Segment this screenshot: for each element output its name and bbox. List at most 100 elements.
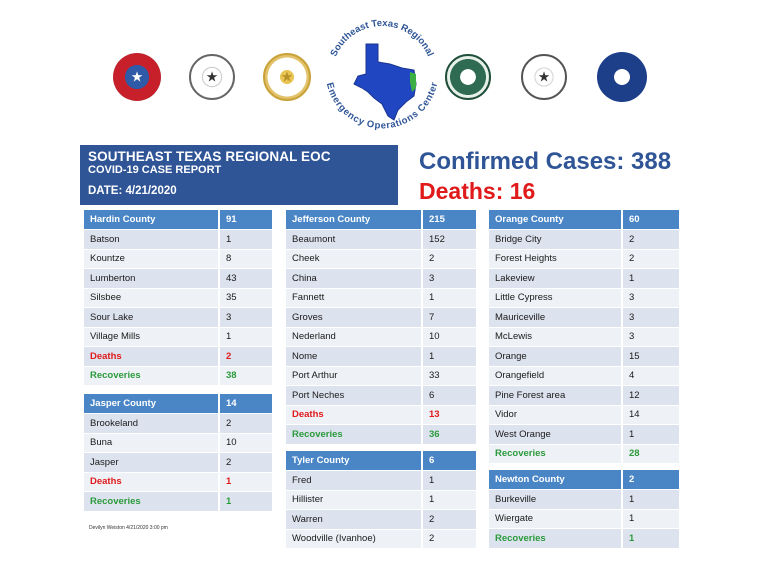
city-count: 2 (218, 413, 272, 434)
city-name: Wiergate (489, 509, 622, 529)
city-name: Brookeland (84, 413, 219, 434)
county-total: 60 (621, 210, 679, 230)
county-total: 2 (621, 470, 679, 490)
city-name: Burkeville (489, 489, 622, 510)
newton-county-table: Newton County 2 Burkeville 1 Wiergate 1 Rec… (489, 470, 679, 549)
county-name: Orange County (489, 210, 622, 230)
report-title: SOUTHEAST TEXAS REGIONAL EOC (88, 149, 331, 164)
deaths-count: 1 (218, 472, 272, 492)
deaths-label: Deaths (84, 346, 219, 367)
city-name: McLewis (489, 327, 622, 347)
region-highlight (410, 72, 416, 92)
svg-text:Southeast Texas Regional: Southeast Texas Regional (328, 18, 435, 58)
city-name: Nederland (286, 327, 422, 347)
city-count: 2 (421, 529, 476, 549)
city-name: Vidor (489, 405, 622, 425)
jefferson-county-table: Jefferson County 215 Beaumont 152 Cheek 2 C… (286, 210, 476, 445)
city-count: 1 (621, 268, 679, 289)
confirmed-cases: Confirmed Cases: 388 (419, 148, 672, 175)
recoveries-label: Recoveries (489, 528, 622, 549)
city-count: 1 (218, 229, 272, 250)
recoveries-label: Recoveries (489, 444, 622, 464)
hardin-county-table: Hardin County 91 Batson 1 Kountze 8 Lumbert… (84, 210, 272, 386)
signature-note: Devilyn Weiston 4/21/2020 3:00 pm (89, 525, 168, 531)
city-count: 1 (621, 489, 679, 510)
city-count: 12 (621, 385, 679, 406)
county-seal-6: ★ (597, 52, 647, 102)
city-count: 1 (421, 470, 476, 491)
city-name: Bridge City (489, 229, 622, 250)
city-count: 3 (621, 327, 679, 347)
city-name: Groves (286, 307, 422, 328)
city-name: Village Mills (84, 327, 219, 347)
city-name: Warren (286, 509, 422, 530)
city-name: Orangefield (489, 366, 622, 386)
recoveries-count: 38 (218, 366, 272, 386)
city-name: Forest Heights (489, 249, 622, 269)
city-name: Kountze (84, 249, 219, 269)
recoveries-label: Recoveries (286, 424, 422, 445)
city-name: Sour Lake (84, 307, 219, 328)
city-count: 1 (421, 490, 476, 510)
city-count: 2 (621, 249, 679, 269)
city-count: 2 (421, 249, 476, 269)
city-count: 35 (218, 288, 272, 308)
report-date: DATE: 4/21/2020 (88, 185, 177, 197)
city-count: 15 (621, 346, 679, 367)
city-name: Nome (286, 346, 422, 367)
deaths-label: Deaths (84, 472, 219, 492)
county-name: Jasper County (84, 394, 219, 414)
city-name: Woodville (Ivanhoe) (286, 529, 422, 549)
city-count: 2 (218, 452, 272, 473)
city-name: Lumberton (84, 268, 219, 289)
city-name: Silsbee (84, 288, 219, 308)
city-count: 14 (621, 405, 679, 425)
city-count: 1 (621, 509, 679, 529)
report-subtitle: COVID-19 CASE REPORT (88, 164, 222, 176)
city-name: Jasper (84, 452, 219, 473)
city-name: Batson (84, 229, 219, 250)
city-count: 1 (621, 424, 679, 445)
city-name: Mauriceville (489, 307, 622, 328)
city-name: China (286, 268, 422, 289)
orange-county-table: Orange County 60 Bridge City 2 Forest Heig… (489, 210, 679, 464)
city-count: 1 (421, 346, 476, 367)
city-count: 1 (421, 288, 476, 308)
recoveries-label: Recoveries (84, 366, 219, 386)
county-total: 215 (421, 210, 476, 230)
report-header: SOUTHEAST TEXAS REGIONAL EOC COVID-19 CA… (80, 145, 398, 205)
city-name: Buna (84, 433, 219, 453)
texas-map-icon (353, 43, 417, 121)
county-name: Hardin County (84, 210, 219, 230)
county-seal-1: ★ (113, 53, 161, 101)
city-count: 3 (218, 307, 272, 328)
city-count: 43 (218, 268, 272, 289)
city-count: 33 (421, 366, 476, 386)
total-deaths: Deaths: 16 (419, 178, 536, 204)
county-name: Newton County (489, 470, 622, 490)
county-total: 6 (421, 451, 476, 471)
city-count: 7 (421, 307, 476, 328)
county-total: 14 (218, 394, 272, 414)
tyler-county-table: Tyler County 6 Fred 1 Hillister 1 Warren 2 W… (286, 451, 476, 549)
county-name: Tyler County (286, 451, 422, 471)
city-name: Port Neches (286, 385, 422, 406)
regional-eoc-logo: Southeast Texas Regional Emergency Opera… (324, 18, 440, 132)
county-total: 91 (218, 210, 272, 230)
deaths-count: 2 (218, 346, 272, 367)
city-count: 6 (421, 385, 476, 406)
recoveries-count: 36 (421, 424, 476, 445)
city-name: Orange (489, 346, 622, 367)
recoveries-count: 28 (621, 444, 679, 464)
county-seal-4: ★ (445, 54, 491, 100)
deaths-count: 13 (421, 405, 476, 425)
city-name: Hillister (286, 490, 422, 510)
deaths-label: Deaths (286, 405, 422, 425)
city-count: 8 (218, 249, 272, 269)
city-count: 10 (218, 433, 272, 453)
county-seal-5: ★ (521, 54, 567, 100)
city-name: Beaumont (286, 229, 422, 250)
city-name: Fannett (286, 288, 422, 308)
county-seal-3: ★ (263, 53, 311, 101)
city-name: Lakeview (489, 268, 622, 289)
